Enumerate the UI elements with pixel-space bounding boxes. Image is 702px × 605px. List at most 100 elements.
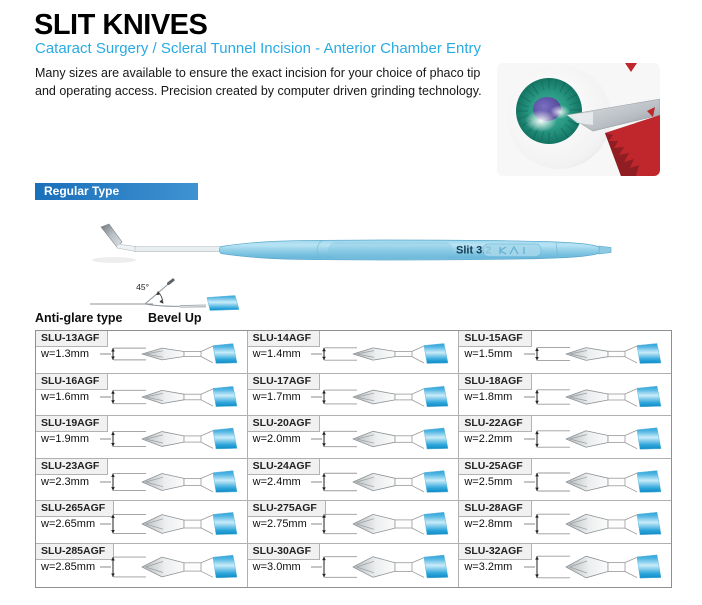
width-label: w=2.4mm bbox=[252, 475, 301, 488]
description: Many sizes are available to ensure the e… bbox=[35, 64, 495, 100]
product-cell: SLU-30AGF w=3.0mm bbox=[247, 543, 460, 587]
product-cell: SLU-22AGF w=2.2mm bbox=[459, 416, 671, 459]
product-code-badge: SLU-17AGF bbox=[247, 373, 320, 390]
width-label: w=1.7mm bbox=[252, 390, 301, 403]
slit-knife-illustration bbox=[311, 509, 456, 543]
product-code-badge: SLU-30AGF bbox=[247, 543, 320, 560]
slit-knife-illustration bbox=[311, 424, 456, 458]
product-cell: SLU-28AGF w=2.8mm bbox=[459, 501, 671, 544]
product-cell: SLU-18AGF w=1.8mm bbox=[459, 373, 671, 417]
product-code: SLU-20AGF bbox=[252, 417, 311, 430]
hero-handle bbox=[219, 239, 612, 261]
width-label: w=1.6mm bbox=[41, 390, 89, 403]
slit-knife-illustration bbox=[99, 509, 245, 543]
incision-blade bbox=[566, 98, 660, 132]
product-code-badge: SLU-19AGF bbox=[36, 416, 109, 433]
product-code: SLU-285AGF bbox=[41, 544, 106, 557]
product-cell: SLU-17AGF w=1.7mm bbox=[247, 373, 460, 417]
slit-knife-illustration bbox=[99, 467, 245, 501]
eye-illustration bbox=[497, 63, 660, 176]
surgery-photo bbox=[497, 63, 660, 176]
angle-value-label: 45° bbox=[136, 282, 149, 292]
product-code-badge: SLU-18AGF bbox=[459, 373, 532, 390]
product-code-badge: SLU-32AGF bbox=[459, 543, 532, 560]
slit-knife-illustration bbox=[99, 382, 245, 416]
product-code: SLU-30AGF bbox=[252, 544, 311, 557]
product-code-badge: SLU-24AGF bbox=[247, 458, 320, 475]
width-label: w=1.3mm bbox=[41, 348, 89, 360]
width-label: w=2.0mm bbox=[252, 433, 301, 446]
photo-red-detail bbox=[625, 63, 637, 72]
hero-knife-illustration: Slit 3.2 bbox=[88, 220, 613, 272]
product-code: SLU-23AGF bbox=[41, 459, 100, 472]
product-code: SLU-28AGF bbox=[464, 502, 523, 515]
slit-knife-illustration bbox=[99, 339, 245, 373]
product-cell: SLU-14AGF w=1.4mm bbox=[247, 331, 460, 374]
width-label: w=2.3mm bbox=[41, 475, 89, 488]
slit-knife-illustration bbox=[524, 509, 669, 543]
product-code-badge: SLU-285AGF bbox=[36, 543, 115, 560]
hero-blade-icon bbox=[100, 223, 137, 252]
width-label: w=1.9mm bbox=[41, 433, 89, 446]
anti-glare-label: Anti-glare type bbox=[35, 311, 123, 325]
product-code: SLU-25AGF bbox=[464, 459, 523, 472]
description-line-1: Many sizes are available to ensure the e… bbox=[35, 66, 481, 80]
product-code: SLU-22AGF bbox=[464, 417, 523, 430]
angle-lines bbox=[90, 278, 175, 305]
slit-knife-illustration bbox=[524, 552, 669, 586]
description-line-2: and operating access. Precision created … bbox=[35, 84, 482, 99]
slit-knife-illustration bbox=[524, 339, 669, 373]
iris-icon bbox=[516, 78, 582, 144]
product-code: SLU-16AGF bbox=[41, 374, 100, 387]
product-code-badge: SLU-13AGF bbox=[36, 331, 109, 347]
width-label: w=1.8mm bbox=[464, 390, 513, 403]
product-cell: SLU-32AGF w=3.2mm bbox=[459, 543, 671, 587]
product-cell: SLU-23AGF w=2.3mm bbox=[36, 458, 248, 502]
slit-knife-illustration bbox=[311, 467, 456, 501]
width-label: w=2.65mm bbox=[41, 518, 96, 531]
product-code-badge: SLU-28AGF bbox=[459, 501, 532, 518]
product-table: SLU-13AGF w=1.3mm SLU-14AGF w=1.4mm bbox=[35, 330, 672, 588]
product-code: SLU-14AGF bbox=[252, 332, 311, 344]
section-banner-label: Regular Type bbox=[44, 184, 120, 198]
width-label: w=1.5mm bbox=[464, 348, 513, 360]
width-label: w=3.2mm bbox=[464, 560, 513, 573]
product-code-badge: SLU-22AGF bbox=[459, 416, 532, 433]
page-subtitle: Cataract Surgery / Scleral Tunnel Incisi… bbox=[35, 40, 482, 57]
width-label: w=2.85mm bbox=[41, 560, 96, 573]
product-code-badge: SLU-14AGF bbox=[247, 331, 320, 347]
product-code: SLU-19AGF bbox=[41, 417, 100, 430]
flat-knife-profile bbox=[144, 295, 240, 311]
product-code-badge: SLU-23AGF bbox=[36, 458, 109, 475]
slit-knife-illustration bbox=[99, 424, 245, 458]
slit-knife-illustration bbox=[524, 424, 669, 458]
slit-knife-illustration bbox=[524, 467, 669, 501]
angle-diagram: 45° bbox=[85, 274, 300, 312]
hero-shaft bbox=[134, 246, 224, 253]
product-cell: SLU-285AGF w=2.85mm bbox=[36, 543, 248, 587]
product-cell: SLU-275AGF w=2.75mm bbox=[247, 501, 460, 544]
product-code: SLU-17AGF bbox=[252, 374, 311, 387]
product-code: SLU-24AGF bbox=[252, 459, 311, 472]
product-cell: SLU-20AGF w=2.0mm bbox=[247, 416, 460, 459]
product-code: SLU-275AGF bbox=[252, 502, 317, 515]
slit-knife-illustration bbox=[524, 382, 669, 416]
slit-knife-illustration bbox=[311, 339, 456, 373]
product-code: SLU-265AGF bbox=[41, 502, 106, 515]
product-code: SLU-13AGF bbox=[41, 332, 100, 344]
product-cell: SLU-25AGF w=2.5mm bbox=[459, 458, 671, 502]
slit-knife-illustration bbox=[311, 552, 456, 586]
slit-knife-illustration bbox=[311, 382, 456, 416]
product-cell: SLU-15AGF w=1.5mm bbox=[459, 331, 671, 374]
bevel-up-label: Bevel Up bbox=[148, 311, 202, 325]
product-code: SLU-15AGF bbox=[464, 332, 523, 344]
product-code-badge: SLU-20AGF bbox=[247, 416, 320, 433]
width-label: w=2.8mm bbox=[464, 518, 513, 531]
product-code-badge: SLU-15AGF bbox=[459, 331, 532, 347]
section-banner: Regular Type bbox=[35, 183, 198, 200]
width-label: w=2.75mm bbox=[252, 518, 307, 531]
product-code-badge: SLU-25AGF bbox=[459, 458, 532, 475]
red-knife-handle bbox=[605, 107, 660, 176]
width-label: w=2.5mm bbox=[464, 475, 513, 488]
product-cell: SLU-24AGF w=2.4mm bbox=[247, 458, 460, 502]
